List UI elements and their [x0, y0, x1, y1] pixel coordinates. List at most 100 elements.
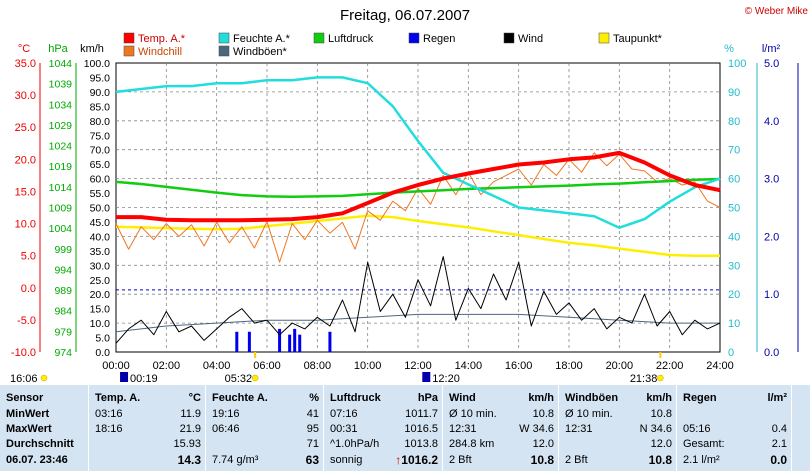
press-now-value: 1016.2 [401, 453, 438, 467]
hdr-temp-unit: °C [188, 392, 201, 404]
hum-min-time: 19:16 [212, 408, 240, 420]
wind-tick-label: 85.0 [90, 101, 111, 113]
stats-col-gust: Windböen km/h Ø 10 min. 10.8 12:31 N 34.6 1… [559, 385, 676, 471]
pressure-tick-label: 984 [54, 306, 72, 318]
wind-tick-label: 15.0 [90, 304, 111, 316]
legend-swatch-4 [503, 32, 515, 44]
label-avg: Durchschnitt [6, 438, 74, 450]
temp-tick-label: 10.0 [15, 219, 36, 231]
humidity-tick-label: 100 [728, 58, 746, 70]
hum-min: 41 [306, 408, 319, 420]
x-tick-label: 08:00 [304, 360, 332, 372]
humidity-line [115, 76, 721, 229]
rain-max: 0.4 [771, 423, 787, 435]
temp-tick-label: 20.0 [15, 154, 36, 166]
legend-swatch-3 [408, 32, 420, 44]
legend-swatch-6 [123, 45, 135, 57]
hdr-temp: Temp. A. [95, 392, 141, 404]
pressure-tick-label: 1029 [49, 120, 73, 132]
humidity-tick-label: 20 [728, 289, 740, 301]
pressure-tick-label: 1019 [49, 161, 73, 173]
left-time-label: 16:06 [10, 373, 38, 385]
rain-today: 2.1 l/m² [683, 454, 720, 466]
moonset-label: 12:20 [432, 373, 460, 385]
rain-total-label: Gesamt: [683, 438, 725, 450]
press-avg: 1013.8 [404, 438, 438, 450]
x-tick-label: 00:00 [102, 360, 130, 372]
moonrise-label: 00:19 [130, 373, 158, 385]
x-tick-label: 02:00 [153, 360, 181, 372]
wind-tick-label: 95.0 [90, 72, 111, 84]
legend-label-2: Luftdruck [328, 33, 374, 45]
rain-bar [288, 334, 292, 352]
hum-abs: 7.74 g/m³ [212, 454, 259, 466]
statistics-table: Sensor MinWert MaxWert Durchschnitt 06.0… [0, 385, 810, 471]
moonset-marker [422, 372, 431, 382]
humidity-axis-unit: % [724, 43, 734, 55]
rain-bar [247, 331, 251, 352]
rain-bar [298, 334, 302, 352]
pressure-tick-label: 1014 [49, 182, 73, 194]
legend-swatch-0 [123, 32, 135, 44]
pressure-tick-label: 989 [54, 285, 72, 297]
temp-tick-label: 5.0 [21, 251, 36, 263]
hdr-press-unit: hPa [417, 392, 438, 404]
temp-min-time: 03:16 [95, 408, 123, 420]
wind-tick-label: 55.0 [90, 188, 111, 200]
wind-tick-label: 100.0 [84, 58, 110, 70]
press-min-time: 07:16 [330, 408, 358, 420]
legend-label-3: Regen [423, 33, 455, 45]
temp-tick-label: 25.0 [15, 122, 36, 134]
temp-axis-unit: °C [18, 43, 30, 55]
wind-avg-label: Ø 10 min. [449, 408, 497, 420]
wind-avg: 10.8 [532, 408, 554, 420]
temp-tick-label: 30.0 [15, 90, 36, 102]
pressure-tick-label: 994 [54, 264, 72, 276]
pressure-tick-label: 1034 [49, 99, 73, 111]
wind-tick-label: 75.0 [90, 130, 111, 142]
wind-tick-label: 65.0 [90, 159, 111, 171]
wind-tick-label: 0.0 [95, 347, 110, 359]
gust-avg-label: Ø 10 min. [565, 408, 613, 420]
wind-tick-label: 70.0 [90, 145, 111, 157]
stats-col-rain: Regen l/m² 05:16 0.4 Gesamt: 2.1 2.1 l/m² 0.… [677, 385, 791, 471]
rain-bar [293, 328, 297, 352]
gust-max-time: 12:31 [565, 423, 593, 435]
wind-run: 284.8 km [449, 438, 495, 450]
wind-max-time: 12:31 [449, 423, 477, 435]
temperature-line [116, 150, 721, 223]
stats-col-temp: Temp. A. °C 03:16 11.9 18:16 21.9 15.93 14.… [89, 385, 205, 471]
x-tick-label: 10:00 [354, 360, 382, 372]
rain-tick-label: 4.0 [764, 116, 779, 128]
pressure-tick-label: 1024 [49, 141, 73, 153]
legend-label-1: Feuchte A.* [233, 33, 291, 45]
pressure-tick-label: 999 [54, 244, 72, 256]
sun-icon [40, 374, 48, 382]
humidity-tick-label: 0 [728, 347, 734, 359]
wind-tick-label: 20.0 [90, 289, 111, 301]
gust-bft: 2 Bft [565, 454, 588, 466]
press-now: ↑1016.2 [395, 453, 438, 467]
wind-now: 10.8 [530, 453, 554, 467]
gust-line [115, 313, 720, 333]
legend-swatch-2 [313, 32, 325, 44]
pressure-tick-label: 1009 [49, 203, 73, 215]
humidity-tick-label: 90 [728, 87, 740, 99]
humidity-tick-label: 70 [728, 145, 740, 157]
temp-max: 21.9 [179, 423, 201, 435]
label-max: MaxWert [6, 423, 52, 435]
pressure-line [115, 177, 721, 199]
wind-tick-label: 30.0 [90, 260, 111, 272]
rain-axis-unit: l/m² [762, 43, 781, 55]
wind-tick-label: 5.0 [95, 333, 110, 345]
wind-tick-label: 40.0 [90, 231, 111, 243]
legend-label-6: Windchill [138, 46, 182, 58]
press-min: 1011.7 [405, 408, 438, 420]
weather-chart: Freitag, 06.07.2007 © Weber Mike Temp. A.*… [10, 6, 808, 385]
wind-mean: 12.0 [532, 438, 554, 450]
humidity-tick-label: 50 [728, 203, 740, 215]
legend-swatch-7 [218, 45, 230, 57]
rain-bar [235, 331, 239, 352]
wind-tick-label: 60.0 [90, 174, 111, 186]
wind-tick-label: 50.0 [90, 203, 111, 215]
